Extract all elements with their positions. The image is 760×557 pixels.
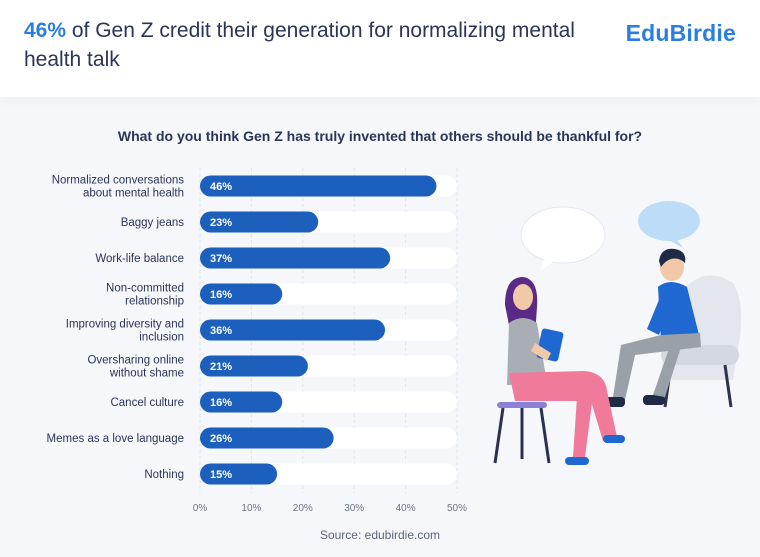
- speech-bubble-right: [638, 201, 700, 248]
- bar-value-label: 15%: [210, 469, 232, 481]
- bar-value-label: 16%: [210, 289, 232, 301]
- bar: [200, 247, 391, 269]
- bar-value-label: 21%: [210, 361, 232, 373]
- x-tick-label: 30%: [344, 503, 364, 514]
- header: 46% of Gen Z credit their generation for…: [0, 0, 760, 97]
- bar-value-label: 26%: [210, 433, 232, 445]
- bar-value-label: 23%: [210, 217, 232, 229]
- woman-figure: [505, 277, 625, 465]
- category-label: Oversharing online: [87, 355, 184, 367]
- x-tick-label: 50%: [447, 503, 467, 514]
- category-label: Non-committed: [106, 283, 184, 295]
- category-label: without shame: [109, 368, 184, 380]
- category-label: Nothing: [144, 469, 184, 481]
- bar-value-label: 16%: [210, 397, 232, 409]
- category-label: Cancel culture: [110, 397, 184, 409]
- x-tick-label: 40%: [396, 503, 416, 514]
- bar: [200, 463, 278, 485]
- man-figure: [603, 248, 701, 407]
- headline-text: of Gen Z credit their generation for nor…: [24, 19, 575, 71]
- x-tick-label: 20%: [293, 503, 313, 514]
- edubirdie-logo: EduBirdie: [625, 20, 736, 46]
- bar: [200, 211, 319, 233]
- bar-value-label: 46%: [210, 181, 232, 193]
- category-label: Work-life balance: [95, 253, 184, 265]
- category-label: inclusion: [139, 332, 184, 344]
- bar-value-label: 36%: [210, 325, 232, 337]
- source-note: Source: edubirdie.com: [319, 528, 441, 542]
- chart-title: What do you think Gen Z has truly invent…: [117, 128, 643, 144]
- category-label: relationship: [125, 296, 184, 308]
- bar: [200, 355, 308, 377]
- x-tick-label: 0%: [193, 503, 208, 514]
- x-tick-label: 10%: [241, 503, 261, 514]
- conversation-illustration: [493, 201, 742, 465]
- headline: 46% of Gen Z credit their generation for…: [24, 16, 584, 74]
- category-label: Baggy jeans: [121, 217, 185, 229]
- bar: [200, 319, 386, 341]
- bar: [200, 427, 334, 449]
- headline-highlight: 46%: [24, 19, 67, 42]
- category-label: Memes as a love language: [47, 433, 184, 445]
- bar: [200, 283, 283, 305]
- category-label: Normalized conversations: [52, 175, 185, 187]
- stool: [493, 402, 551, 464]
- bar: [200, 391, 283, 413]
- category-label: about mental health: [83, 188, 184, 200]
- bar-value-label: 37%: [210, 253, 232, 265]
- bar: [200, 175, 437, 197]
- speech-bubble-left: [520, 206, 606, 270]
- category-label: Improving diversity and: [66, 319, 184, 331]
